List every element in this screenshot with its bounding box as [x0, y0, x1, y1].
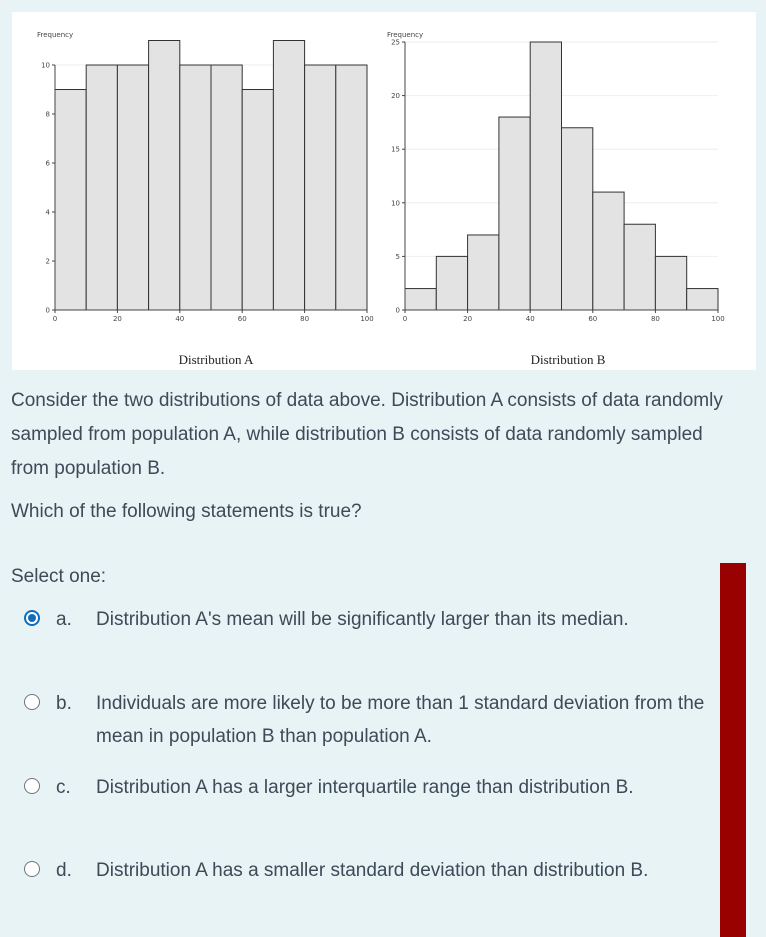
- chart-a-y-tick-label: 0: [46, 307, 50, 315]
- radio-c[interactable]: [24, 778, 40, 794]
- chart-a-x-tick-label: 0: [53, 315, 57, 323]
- chart-b-bar: [498, 116, 531, 311]
- chart-b-y-tick-label: 15: [391, 146, 400, 154]
- question-paragraph: Consider the two distributions of data a…: [11, 390, 723, 479]
- chart-b-bar: [592, 191, 625, 311]
- chart-a-y-tick-label: 8: [46, 111, 50, 119]
- chart-b-bar: [561, 127, 594, 311]
- chart-b-y-tick-label: 5: [396, 253, 400, 261]
- histogram-figure: 0 2 4 6 8 10 0 20 40 60 80 100 Frequency 0 5 10 15 20 25 0 2…: [12, 12, 756, 370]
- chart-b-x-tick-label: 100: [711, 315, 724, 323]
- select-one-label: Select one:: [11, 566, 107, 587]
- question-prompt: Which of the following statements is tru…: [11, 501, 362, 522]
- option-b-letter: b.: [56, 693, 72, 714]
- chart-a-y-tick-label: 4: [46, 209, 51, 217]
- chart-b-xlabel: Distribution B: [530, 352, 606, 367]
- chart-a-x-tick-label: 40: [175, 315, 184, 323]
- chart-a-xlabel: Distribution A: [178, 352, 254, 367]
- chart-b-bar: [654, 255, 688, 311]
- chart-b-ylabel: Frequency: [387, 31, 423, 39]
- chart-b-bar: [467, 234, 500, 311]
- radio-d[interactable]: [24, 861, 40, 877]
- chart-a-bar: [335, 64, 368, 311]
- chart-b-x-tick-label: 80: [651, 315, 660, 323]
- chart-b-x-tick-label: 60: [588, 315, 597, 323]
- chart-a-bar: [116, 64, 150, 311]
- chart-a-x-tick-label: 60: [238, 315, 247, 323]
- chart-a-bar: [304, 64, 337, 311]
- chart-b-x-tick-label: 40: [526, 315, 535, 323]
- chart-a-bar: [148, 40, 181, 311]
- chart-b-y-tick-label: 0: [396, 307, 400, 315]
- chart-a-bar: [179, 64, 212, 311]
- chart-b-y-tick-label: 25: [391, 39, 400, 47]
- option-d-text: Distribution A has a smaller standard de…: [96, 860, 649, 881]
- chart-b-bar: [623, 223, 656, 311]
- option-d-letter: d.: [56, 860, 72, 881]
- option-b-text: Individuals are more likely to be more t…: [96, 693, 705, 747]
- chart-b-y-tick-label: 20: [391, 92, 400, 100]
- chart-a-bar: [85, 64, 118, 311]
- chart-b-y-tick-label: 10: [391, 199, 400, 207]
- chart-b-x-tick-label: 0: [403, 315, 407, 323]
- option-a-letter: a.: [56, 609, 72, 630]
- chart-a-bar: [210, 64, 243, 311]
- radio-b[interactable]: [24, 694, 40, 710]
- chart-a-x-tick-label: 20: [113, 315, 122, 323]
- chart-b-bar: [686, 288, 719, 311]
- chart-a-x-tick-label: 80: [300, 315, 309, 323]
- option-c-text: Distribution A has a larger interquartil…: [96, 777, 634, 798]
- chart-a-x-tick-label: 100: [360, 315, 373, 323]
- option-a-text: Distribution A's mean will be significan…: [96, 609, 629, 630]
- chart-a-y-tick-label: 10: [41, 62, 50, 70]
- chart-b-x-tick-label: 20: [463, 315, 472, 323]
- option-c-letter: c.: [56, 777, 71, 798]
- chart-a-bar: [272, 40, 306, 311]
- chart-a-ylabel: Frequency: [37, 31, 73, 39]
- flag-bar: [720, 563, 746, 937]
- chart-b-bar: [435, 255, 469, 311]
- chart-a-bar: [241, 89, 274, 311]
- chart-b-bar: [404, 288, 437, 311]
- chart-a-bar: [54, 89, 87, 311]
- chart-b-bar: [529, 41, 563, 311]
- chart-a-y-tick-label: 2: [46, 258, 50, 266]
- chart-a-y-tick-label: 6: [46, 160, 51, 168]
- radio-a[interactable]: [24, 610, 40, 626]
